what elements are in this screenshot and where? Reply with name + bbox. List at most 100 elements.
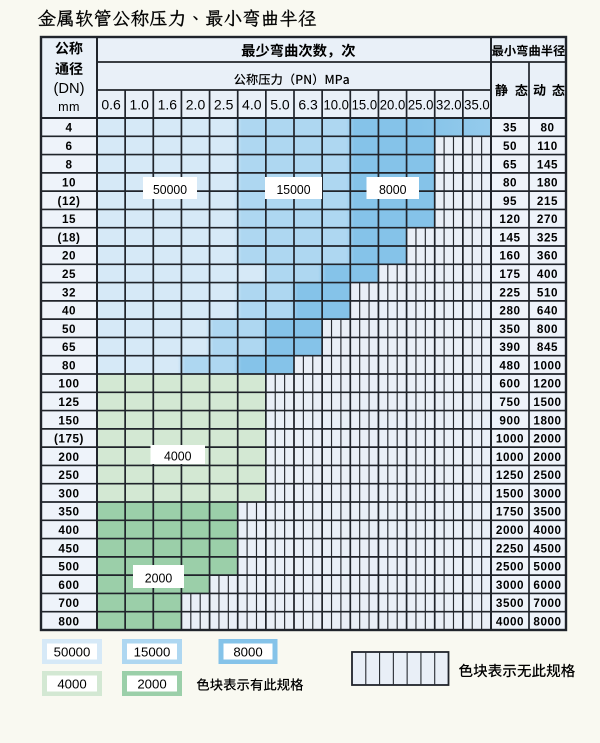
- svg-text:1750: 1750: [496, 506, 524, 519]
- svg-text:2000: 2000: [137, 676, 166, 691]
- svg-text:5.0: 5.0: [270, 97, 290, 113]
- svg-text:1.6: 1.6: [158, 97, 178, 113]
- svg-text:6000: 6000: [533, 579, 561, 592]
- svg-text:225: 225: [499, 286, 520, 299]
- svg-text:2000: 2000: [145, 570, 173, 585]
- svg-text:700: 700: [58, 597, 79, 610]
- svg-text:4000: 4000: [533, 524, 561, 537]
- svg-text:40: 40: [62, 305, 76, 318]
- svg-text:6.3: 6.3: [298, 97, 318, 113]
- svg-text:215: 215: [537, 195, 558, 208]
- svg-text:1000: 1000: [496, 433, 524, 446]
- svg-text:8000: 8000: [233, 644, 262, 659]
- svg-text:65: 65: [62, 341, 76, 354]
- svg-text:2000: 2000: [533, 451, 561, 464]
- svg-text:300: 300: [58, 487, 79, 500]
- svg-text:2000: 2000: [496, 524, 524, 537]
- svg-text:5000: 5000: [533, 561, 561, 574]
- svg-text:180: 180: [537, 177, 558, 190]
- svg-text:80: 80: [62, 359, 76, 372]
- svg-text:120: 120: [499, 213, 520, 226]
- svg-text:(12): (12): [58, 195, 81, 208]
- svg-text:15000: 15000: [134, 644, 171, 659]
- svg-text:600: 600: [58, 579, 79, 592]
- svg-text:25: 25: [62, 268, 76, 281]
- svg-text:4000: 4000: [57, 676, 86, 691]
- svg-text:750: 750: [499, 396, 520, 409]
- svg-text:4: 4: [65, 122, 72, 135]
- svg-text:640: 640: [537, 305, 558, 318]
- svg-text:8000: 8000: [379, 182, 407, 197]
- svg-text:mm: mm: [58, 100, 80, 114]
- svg-text:100: 100: [58, 378, 79, 391]
- svg-text:800: 800: [537, 323, 558, 336]
- svg-text:80: 80: [503, 177, 517, 190]
- svg-text:510: 510: [537, 286, 558, 299]
- svg-text:150: 150: [58, 414, 79, 427]
- svg-text:270: 270: [537, 213, 558, 226]
- svg-text:450: 450: [58, 542, 79, 555]
- svg-text:325: 325: [537, 231, 558, 244]
- svg-text:2500: 2500: [496, 561, 524, 574]
- svg-text:50: 50: [62, 323, 76, 336]
- svg-text:32: 32: [62, 286, 76, 299]
- svg-text:1500: 1500: [533, 396, 561, 409]
- svg-text:1000: 1000: [533, 359, 561, 372]
- svg-text:(175): (175): [54, 433, 84, 446]
- svg-text:390: 390: [499, 341, 520, 354]
- svg-text:20: 20: [62, 250, 76, 263]
- svg-text:1250: 1250: [496, 469, 524, 482]
- svg-text:6: 6: [65, 140, 72, 153]
- svg-text:(18): (18): [58, 231, 81, 244]
- svg-text:50000: 50000: [153, 182, 187, 197]
- svg-text:8: 8: [65, 158, 72, 171]
- svg-text:2250: 2250: [496, 542, 524, 555]
- svg-text:125: 125: [58, 396, 79, 409]
- svg-text:25.0: 25.0: [408, 97, 434, 113]
- svg-text:200: 200: [58, 451, 79, 464]
- svg-text:1800: 1800: [533, 414, 561, 427]
- svg-text:1000: 1000: [496, 451, 524, 464]
- svg-text:1200: 1200: [533, 378, 561, 391]
- svg-text:800: 800: [58, 615, 79, 628]
- svg-text:250: 250: [58, 469, 79, 482]
- svg-text:3500: 3500: [496, 597, 524, 610]
- svg-text:15.0: 15.0: [352, 97, 378, 113]
- svg-text:35.0: 35.0: [464, 97, 490, 113]
- svg-text:600: 600: [499, 378, 520, 391]
- svg-text:280: 280: [499, 305, 520, 318]
- svg-text:(DN): (DN): [54, 81, 85, 97]
- svg-text:400: 400: [58, 524, 79, 537]
- svg-text:0.6: 0.6: [101, 97, 121, 113]
- svg-text:3000: 3000: [533, 487, 561, 500]
- svg-text:2500: 2500: [533, 469, 561, 482]
- svg-text:400: 400: [537, 268, 558, 281]
- svg-text:500: 500: [58, 561, 79, 574]
- svg-text:35: 35: [503, 122, 517, 135]
- svg-text:480: 480: [499, 359, 520, 372]
- svg-text:1.0: 1.0: [129, 97, 149, 113]
- svg-text:10: 10: [62, 177, 76, 190]
- svg-text:145: 145: [499, 231, 520, 244]
- svg-text:15000: 15000: [277, 182, 311, 197]
- svg-text:50000: 50000: [54, 644, 91, 659]
- svg-text:900: 900: [499, 414, 520, 427]
- svg-text:4500: 4500: [533, 542, 561, 555]
- svg-text:350: 350: [58, 506, 79, 519]
- svg-text:65: 65: [503, 158, 517, 171]
- svg-text:8000: 8000: [533, 615, 561, 628]
- svg-text:32.0: 32.0: [436, 97, 462, 113]
- svg-text:20.0: 20.0: [380, 97, 406, 113]
- svg-text:4.0: 4.0: [242, 97, 262, 113]
- svg-text:15: 15: [62, 213, 76, 226]
- svg-text:2.5: 2.5: [214, 97, 234, 113]
- svg-text:160: 160: [499, 250, 520, 263]
- svg-text:845: 845: [537, 341, 558, 354]
- svg-text:7000: 7000: [533, 597, 561, 610]
- svg-text:110: 110: [537, 140, 558, 153]
- svg-text:2.0: 2.0: [186, 97, 206, 113]
- svg-text:175: 175: [499, 268, 520, 281]
- svg-text:3000: 3000: [496, 579, 524, 592]
- svg-text:4000: 4000: [164, 448, 192, 463]
- svg-text:4000: 4000: [496, 615, 524, 628]
